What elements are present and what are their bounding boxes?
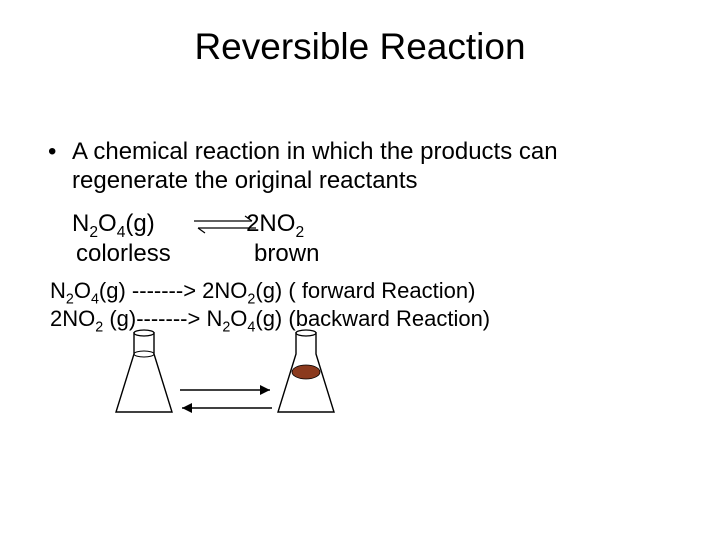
bullet-line2: regenerate the original reactants xyxy=(72,167,418,194)
eq-right-color: brown xyxy=(254,240,319,267)
fwd-note: ( forward Reaction) xyxy=(282,278,475,303)
bwd-rhs: N2O4(g) xyxy=(200,306,282,331)
equilibrium-arrow-icon xyxy=(190,212,260,236)
bwd-arrow: -------> xyxy=(136,306,200,331)
page-title: Reversible Reaction xyxy=(0,26,720,68)
bullet-marker: • xyxy=(48,138,72,167)
fwd-rhs: 2NO2(g) xyxy=(202,278,282,303)
definition-bullet: •A chemical reaction in which the produc… xyxy=(48,138,558,196)
flask-diagram xyxy=(110,330,340,450)
eq-left-formula: N2O4(g) xyxy=(72,210,155,237)
eq-left-color: colorless xyxy=(76,240,171,267)
flask-direction-arrows-icon xyxy=(174,378,278,420)
bwd-lhs: 2NO2 (g) xyxy=(50,306,136,331)
fwd-arrow: -------> xyxy=(126,278,202,303)
bullet-line1: A chemical reaction in which the product… xyxy=(72,138,558,165)
equilibrium-color-labels: colorless brown xyxy=(76,240,319,268)
flask-right-icon xyxy=(272,330,340,418)
forward-reaction-line: N2O4(g) -------> 2NO2(g) ( forward React… xyxy=(50,278,475,307)
flask-right-fill xyxy=(292,365,320,379)
fwd-lhs: N2O4(g) xyxy=(50,278,126,303)
equilibrium-equation: N2O4(g) 2NO2 xyxy=(72,210,304,242)
bwd-note: (backward Reaction) xyxy=(282,306,490,331)
flask-left-icon xyxy=(110,330,178,418)
